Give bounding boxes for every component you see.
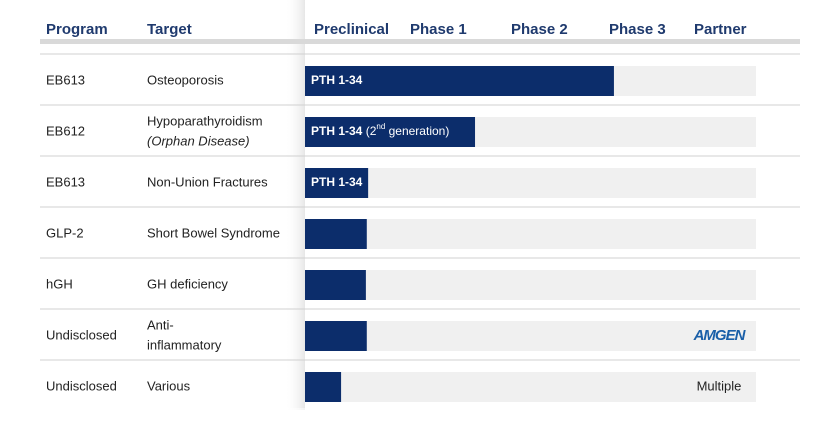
column-header: Preclinical [314,21,389,38]
track [305,270,756,300]
program: EB612 [46,123,85,138]
shadow [285,0,305,410]
program: GLP-2 [46,225,84,240]
bar-label-part: generation) [385,124,449,138]
target: (Orphan Disease) [147,133,250,148]
header-rule [40,39,800,44]
bar-label: PTH 1-34 [311,73,363,87]
target: inflammatory [147,337,222,352]
target: Non-Union Fractures [147,174,268,189]
program: Undisclosed [46,378,117,393]
partner: Multiple [697,378,742,393]
column-header: Partner [694,21,747,38]
column-header: Target [147,21,192,38]
target: Short Bowel Syndrome [147,225,280,240]
program: hGH [46,276,73,291]
column-header: Phase 2 [511,21,568,38]
progress-bar [305,117,476,147]
bar-label-part: PTH 1-34 [311,175,363,189]
progress-bar [305,219,367,249]
target: Hypoparathyroidism [147,113,263,128]
target: GH deficiency [147,276,228,291]
bar-label-part: (2 [362,124,376,138]
column-header: Phase 3 [609,21,666,38]
progress-bar [305,321,367,351]
bar-label-part: PTH 1-34 [311,124,363,138]
track [305,219,756,249]
track [305,168,756,198]
target: Anti- [147,317,174,332]
progress-bar [305,168,369,198]
program: EB613 [46,72,85,87]
column-header: Phase 1 [410,21,467,38]
track [305,372,756,402]
target: Osteoporosis [147,72,224,87]
bar-label: PTH 1-34 [311,175,363,189]
program: EB613 [46,174,85,189]
program: Undisclosed [46,327,117,342]
target: Various [147,378,191,393]
bar-label: PTH 1-34 (2nd generation) [311,122,449,138]
bar-label-part: nd [376,122,385,131]
track [305,321,756,351]
progress-bar [305,66,614,96]
column-header: Program [46,21,108,38]
progress-bar [305,270,366,300]
bar-label-part: PTH 1-34 [311,73,363,87]
progress-bar [305,372,342,402]
partner: AMGEN [693,327,747,344]
